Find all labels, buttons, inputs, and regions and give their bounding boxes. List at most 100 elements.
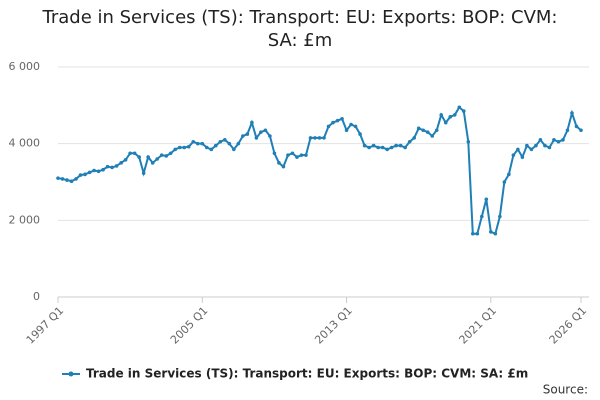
data-point [457,105,462,110]
data-point [322,136,326,140]
data-point [114,164,119,168]
data-point [475,231,480,236]
data-point [443,120,448,125]
data-point [335,118,340,123]
data-point [299,153,304,157]
data-point [92,168,96,173]
data-point [56,176,60,180]
data-point [520,155,525,159]
data-point [65,178,69,182]
data-point [96,169,101,174]
data-point [565,128,570,133]
data-point [209,147,214,152]
data-point [317,136,322,140]
data-point [448,115,453,119]
data-point [493,231,498,236]
data-point [466,139,471,144]
data-point [434,128,439,133]
data-point [398,143,403,148]
x-tick-label: 2026 Q1 [547,304,590,347]
data-point [83,172,87,177]
chart-title: Trade in Services (TS): Transport: EU: E… [42,7,558,51]
data-point [218,139,223,144]
data-point [353,124,358,129]
data-point [358,132,362,136]
y-tick-label: 4 000 [9,137,41,150]
data-point [214,143,218,148]
data-point [132,151,137,156]
data-point [489,230,493,234]
data-point [552,138,556,142]
data-point [141,171,146,175]
data-point [367,145,371,150]
data-point [371,143,376,148]
x-tick-label: 2013 Q1 [312,304,355,347]
data-point [502,180,507,184]
data-point [425,130,430,134]
data-point [78,173,83,177]
data-point [290,151,295,156]
data-point [579,128,583,133]
data-point [177,145,182,150]
data-point [74,177,78,181]
data-point [362,143,367,148]
data-point [349,122,353,127]
data-point [516,147,520,152]
data-point [313,136,317,140]
legend-label: Trade in Services (TS): Transport: EU: E… [86,367,528,381]
data-point [110,165,114,170]
data-point [191,139,196,144]
data-point [232,147,236,152]
data-point [195,141,200,146]
y-tick-label: 2 000 [9,213,41,226]
data-point [416,126,421,131]
x-tick-label: 1997 Q1 [24,304,67,347]
data-line [57,105,582,236]
y-tick-label: 0 [33,290,40,303]
data-point [529,147,534,152]
data-point [241,134,245,138]
data-point [223,138,227,142]
data-point [570,111,574,115]
data-point [556,139,561,144]
data-point [146,155,150,159]
y-tick-label: 6 000 [9,60,41,73]
data-point [69,179,74,184]
data-point [250,120,254,125]
data-point [101,167,105,172]
data-point [295,155,299,159]
data-point [403,145,407,150]
data-point [186,144,191,149]
data-point [286,153,290,157]
data-point [561,138,565,142]
data-point [155,157,159,161]
data-point [498,214,502,219]
data-point [507,172,511,177]
data-point [164,154,169,158]
data-point [380,145,385,150]
data-point [308,136,313,140]
data-point [87,170,92,175]
data-point [439,113,444,117]
data-point [268,134,272,138]
data-point [304,153,308,157]
data-point [245,132,250,136]
data-point [461,109,466,113]
data-point [412,136,416,140]
x-tick-label: 2005 Q1 [168,304,211,347]
data-point [538,138,543,142]
data-point [150,161,155,165]
data-point [534,143,538,148]
data-point [204,145,209,150]
x-tick-label: 2021 Q1 [457,304,500,347]
data-point [182,145,187,150]
data-point [389,145,394,150]
data-point [340,116,344,121]
data-point [105,164,110,169]
data-point [263,128,268,133]
data-point [60,177,65,181]
data-point [547,145,552,150]
data-point [331,120,335,125]
